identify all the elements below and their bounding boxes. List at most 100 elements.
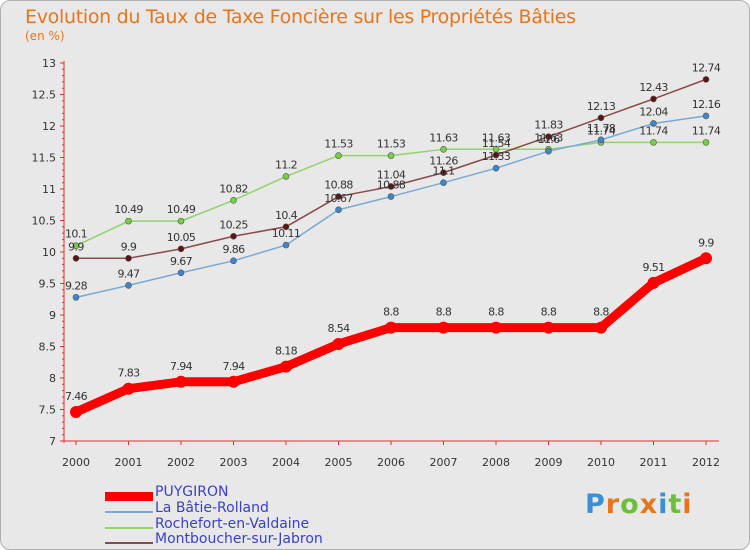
x-tick-label: 2006: [377, 456, 405, 469]
y-tick-label: 10: [42, 246, 56, 259]
data-point: [282, 173, 290, 180]
chart-title: Evolution du Taux de Taxe Foncière sur l…: [25, 6, 576, 28]
y-tick-label: 11.5: [32, 152, 57, 165]
data-point: [595, 321, 607, 334]
data-label: 8.54: [327, 322, 350, 335]
data-label: 10.4: [275, 209, 298, 222]
data-point: [122, 382, 135, 395]
legend-label-rochefort-en-valdaine: Rochefort-en-Valdaine: [155, 516, 310, 532]
data-point: [387, 193, 395, 200]
data-point: [542, 321, 555, 334]
data-label: 8.8: [383, 306, 399, 319]
data-point: [125, 217, 132, 225]
data-point: [227, 375, 240, 388]
legend-swatch-puygiron: [105, 492, 153, 501]
data-point: [647, 276, 660, 289]
data-label: 11.63: [534, 131, 563, 144]
proxiti-logo: Proxiti: [585, 489, 693, 520]
data-point: [492, 164, 500, 172]
data-point: [702, 139, 710, 146]
data-label: 11.26: [429, 155, 458, 168]
logo-letter: i: [682, 489, 693, 520]
data-label: 11.2: [275, 158, 297, 171]
data-label: 10.49: [114, 203, 143, 216]
y-tick-label: 12: [42, 120, 56, 133]
x-tick-label: 2009: [535, 456, 563, 469]
data-label: 12.04: [639, 105, 668, 118]
x-tick-label: 2000: [62, 456, 90, 469]
data-label: 10.11: [272, 227, 301, 240]
legend-label-puygiron: PUYGIRON: [155, 484, 229, 500]
legend-swatch-rochefort-en-valdaine: [105, 527, 153, 529]
y-tick-label: 7: [49, 435, 56, 448]
data-label: 11.54: [482, 137, 511, 150]
data-point: [72, 242, 80, 249]
data-point: [597, 114, 605, 122]
y-tick-label: 10.5: [32, 215, 57, 228]
data-label: 11.53: [377, 138, 406, 151]
data-point: [545, 147, 552, 155]
data-label: 11.33: [482, 150, 511, 163]
data-label: 9.67: [170, 255, 193, 268]
data-point: [700, 252, 712, 265]
logo-letter: i: [658, 489, 669, 520]
y-tick-label: 9: [49, 309, 56, 322]
logo-letter: r: [605, 489, 621, 520]
data-label: 11.63: [482, 131, 511, 144]
legend-label-montboucher-sur-jabron: Montboucher-sur-Jabron: [155, 531, 323, 547]
data-point: [70, 406, 82, 419]
data-label: 7.94: [170, 360, 193, 373]
data-point: [650, 120, 657, 127]
data-label: 9.9: [121, 240, 137, 253]
data-label: 11.53: [324, 138, 353, 151]
data-label: 11.74: [692, 124, 721, 137]
data-label: 7.94: [222, 360, 245, 373]
data-label: 12.13: [587, 100, 616, 113]
legend-swatch-la-batie-rolland: [105, 511, 153, 513]
data-label: 9.9: [68, 240, 84, 253]
data-point: [177, 245, 185, 253]
data-point: [177, 269, 185, 277]
data-point: [702, 76, 710, 83]
data-label: 12.74: [692, 61, 721, 74]
x-tick-label: 2003: [220, 456, 248, 469]
data-label: 10.88: [324, 179, 353, 192]
logo-letter: t: [668, 489, 683, 520]
data-label: 8.8: [488, 306, 504, 319]
data-label: 9.86: [222, 243, 245, 256]
data-label: 11.6: [537, 133, 560, 146]
x-tick-label: 2005: [325, 456, 353, 469]
data-label: 11.78: [587, 122, 616, 135]
data-label: 8.8: [436, 306, 452, 319]
y-tick-label: 11: [42, 183, 56, 196]
data-label: 10.88: [377, 179, 406, 192]
data-point: [72, 254, 80, 262]
data-point: [282, 223, 290, 231]
data-point: [175, 375, 187, 388]
y-tick-label: 7.5: [39, 404, 57, 417]
data-point: [335, 152, 342, 159]
data-point: [282, 241, 290, 249]
x-tick-label: 2010: [587, 456, 615, 469]
data-label: 8.8: [541, 306, 557, 319]
data-label: 11.1: [432, 165, 454, 178]
data-point: [492, 151, 500, 159]
data-point: [335, 206, 342, 214]
data-point: [650, 139, 657, 146]
data-label: 9.51: [642, 261, 664, 274]
y-tick-label: 12.5: [32, 89, 57, 102]
data-point: [280, 360, 292, 373]
data-point: [597, 136, 605, 144]
data-label: 7.83: [117, 367, 140, 380]
data-label: 12.16: [692, 98, 721, 111]
data-point: [125, 282, 132, 289]
data-point: [490, 321, 502, 334]
x-tick-label: 2001: [115, 456, 143, 469]
data-point: [387, 183, 395, 190]
x-tick-label: 2008: [482, 456, 510, 469]
data-point: [230, 257, 237, 265]
data-point: [440, 169, 447, 176]
data-label: 9.9: [698, 236, 714, 249]
data-point: [72, 294, 80, 301]
